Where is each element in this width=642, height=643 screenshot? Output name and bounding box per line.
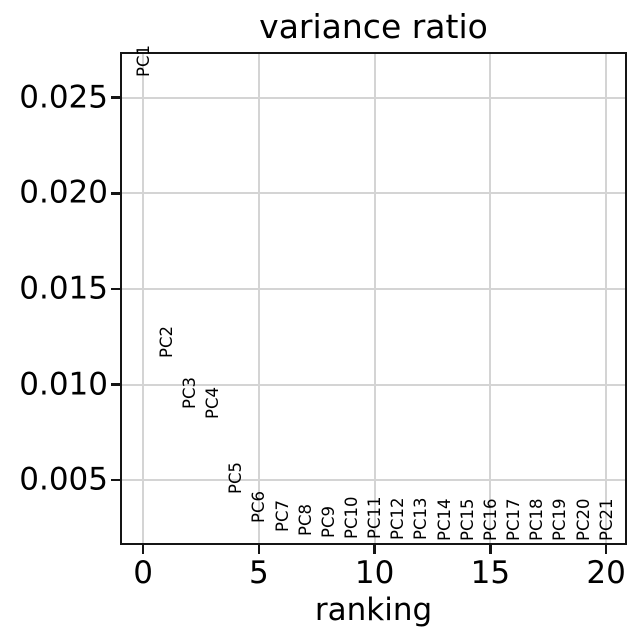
point-label-PC6: PC6 xyxy=(249,491,269,524)
point-label-PC7: PC7 xyxy=(272,499,292,532)
x-tick-mark xyxy=(604,545,608,554)
y-tick-label: 0.005 xyxy=(19,461,108,498)
point-label-PC13: PC13 xyxy=(411,497,431,541)
point-label-PC11: PC11 xyxy=(365,496,385,540)
gridline-horizontal xyxy=(120,383,627,386)
point-label-PC10: PC10 xyxy=(342,496,361,539)
point-labels-layer: PC1 PC2 PC3 PC4 PC5 PC6 PC7 PC8 PC9 PC10 PC11 PC12 P… xyxy=(120,45,627,545)
gridline-vertical xyxy=(142,52,145,545)
x-tick-mark xyxy=(489,545,492,554)
x-tick-label: 10 xyxy=(354,555,395,591)
y-tick-label: 0.020 xyxy=(19,174,108,211)
point-label-PC8: PC8 xyxy=(295,503,315,536)
plot-area: PC1 PC2 PC3 PC4 PC5 PC6 PC7 PC8 PC9 PC10 PC11 PC12 P… xyxy=(120,45,627,545)
gridline-vertical xyxy=(605,52,608,545)
gridline-horizontal xyxy=(120,287,627,290)
point-label-PC5: PC5 xyxy=(226,461,246,494)
x-tick-mark xyxy=(373,545,376,554)
x-tick-label: 0 xyxy=(133,555,154,591)
gridline-vertical xyxy=(489,52,492,545)
chart-title: variance ratio xyxy=(259,7,488,46)
point-label-PC20: PC20 xyxy=(573,498,593,542)
point-label-PC18: PC18 xyxy=(527,498,547,542)
point-label-PC1: PC1 xyxy=(133,44,153,77)
y-tick-label: 0.015 xyxy=(19,270,108,307)
point-label-PC16: PC16 xyxy=(480,498,500,541)
y-tick-mark xyxy=(111,96,120,99)
point-label-PC12: PC12 xyxy=(388,497,408,541)
gridline-horizontal xyxy=(120,96,627,99)
y-tick-mark xyxy=(111,383,120,386)
y-tick-mark xyxy=(111,478,120,482)
y-tick-label: 0.025 xyxy=(19,79,108,116)
gridline-vertical xyxy=(257,52,260,545)
point-label-PC19: PC19 xyxy=(550,498,570,542)
point-label-PC17: PC17 xyxy=(504,498,524,541)
point-label-PC21: PC21 xyxy=(596,498,616,542)
point-label-PC2: PC2 xyxy=(156,325,176,358)
gridline-horizontal xyxy=(120,479,627,482)
point-label-PC15: PC15 xyxy=(457,498,477,541)
point-label-PC14: PC14 xyxy=(434,498,454,541)
point-label-PC4: PC4 xyxy=(203,387,223,419)
x-tick-label: 5 xyxy=(249,555,269,591)
gridline-horizontal xyxy=(120,192,627,195)
point-label-PC9: PC9 xyxy=(318,505,338,538)
grid-layer xyxy=(120,52,627,545)
x-tick-label: 20 xyxy=(586,555,626,591)
y-tick-mark xyxy=(111,192,120,195)
y-tick-label: 0.010 xyxy=(19,366,108,403)
y-tick-mark xyxy=(111,287,120,291)
gridline-vertical xyxy=(373,52,376,545)
x-axis-label: ranking xyxy=(314,592,433,628)
x-tick-mark xyxy=(141,545,145,554)
x-tick-label: 15 xyxy=(470,555,511,591)
x-tick-mark xyxy=(257,545,261,554)
point-label-PC3: PC3 xyxy=(179,377,199,410)
